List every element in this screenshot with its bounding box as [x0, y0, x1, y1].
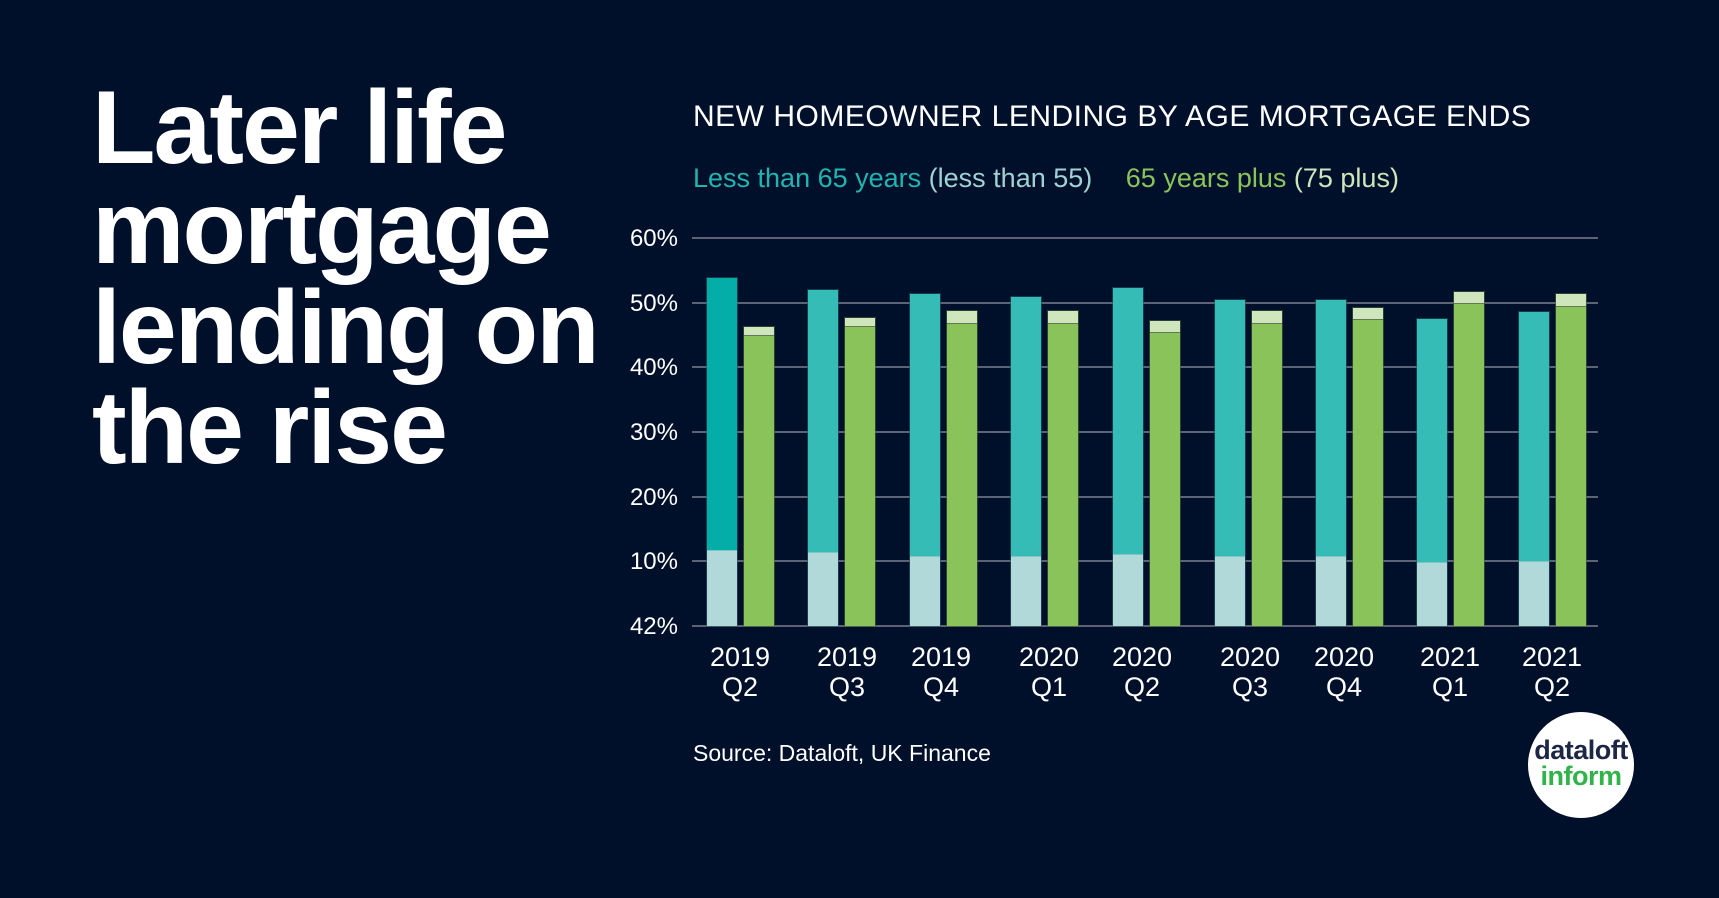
bar-segment-75-plus — [1150, 321, 1180, 333]
x-label-quarter: Q4 — [1325, 672, 1363, 702]
bar-segment-75-plus — [1454, 292, 1484, 304]
x-axis-label: 2020 Q2 — [1097, 642, 1187, 702]
headline-line: the rise — [92, 370, 448, 486]
bar-segment-under-55 — [1417, 561, 1447, 626]
x-axis-label: 2019 Q2 — [695, 642, 785, 702]
bar-segment-75-plus — [1556, 294, 1586, 308]
bar-under-65 — [1315, 298, 1347, 627]
bar-65-plus — [946, 309, 978, 627]
y-axis-tick-label: 42% — [629, 613, 678, 640]
bar-65-plus — [1047, 309, 1079, 627]
x-label-quarter: Q2 — [721, 672, 759, 702]
legend-65-plus: 65 years plus — [1125, 163, 1287, 193]
x-label-year: 2019 — [709, 642, 771, 672]
gridline — [692, 495, 1598, 498]
bar-under-65 — [1214, 298, 1246, 627]
legend-75-plus: (75 plus) — [1293, 163, 1399, 193]
x-label-quarter: Q2 — [1123, 672, 1161, 702]
x-label-quarter: Q1 — [1431, 672, 1469, 702]
x-axis-label: 2019 Q3 — [802, 642, 892, 702]
x-label-year: 2019 — [816, 642, 878, 672]
x-label-year: 2021 — [1521, 642, 1583, 672]
bar-65-plus — [1453, 291, 1485, 627]
gridline — [692, 560, 1598, 563]
bar-segment-75-plus — [947, 310, 977, 324]
bar-65-plus — [1149, 320, 1181, 627]
x-axis-label: 2019 Q4 — [896, 642, 986, 702]
headline-line: mortgage — [92, 170, 552, 286]
gridline — [692, 625, 1598, 627]
headline: Later life mortgage lending on the rise — [92, 70, 600, 486]
chart-legend: Less than 65 years (less than 55) 65 yea… — [693, 163, 1399, 194]
y-axis-tick-label: 60% — [629, 224, 678, 252]
x-label-year: 2020 — [1313, 642, 1375, 672]
y-axis-tick-label: 30% — [629, 418, 678, 446]
bar-under-65 — [909, 293, 941, 627]
x-axis-label: 2020 Q4 — [1299, 642, 1389, 702]
source-note: Source: Dataloft, UK Finance — [693, 740, 991, 766]
bar-under-65 — [807, 289, 839, 627]
y-axis-tick-label: 20% — [629, 483, 678, 511]
bar-under-65 — [1112, 287, 1144, 627]
bar-segment-under-55 — [1519, 561, 1549, 626]
gridline — [692, 366, 1598, 369]
x-axis-label: 2021 Q2 — [1507, 642, 1597, 702]
bar-under-65 — [706, 276, 738, 627]
x-label-year: 2021 — [1419, 642, 1481, 672]
bar-segment-under-55 — [1316, 556, 1346, 626]
bar-segment-under-55 — [1215, 556, 1245, 626]
x-axis-label: 2020 Q3 — [1205, 642, 1295, 702]
bar-segment-75-plus — [1353, 308, 1383, 320]
x-label-quarter: Q3 — [828, 672, 866, 702]
bar-under-65 — [1518, 311, 1550, 627]
bar-65-plus — [1352, 307, 1384, 627]
x-label-year: 2019 — [910, 642, 972, 672]
x-axis-label: 2021 Q1 — [1405, 642, 1495, 702]
bar-segment-under-55 — [910, 556, 940, 626]
bar-segment-75-plus — [744, 327, 774, 337]
x-axis-label: 2020 Q1 — [1004, 642, 1094, 702]
headline-line: lending on — [92, 270, 600, 386]
bar-under-65 — [1010, 296, 1042, 627]
x-label-quarter: Q3 — [1231, 672, 1269, 702]
bar-segment-75-plus — [1252, 310, 1282, 324]
bar-65-plus — [743, 326, 775, 627]
bar-65-plus — [1555, 293, 1587, 627]
y-axis-tick-label: 40% — [629, 354, 678, 382]
y-axis-tick-label: 10% — [629, 548, 678, 576]
chart-title: NEW HOMEOWNER LENDING BY AGE MORTGAGE EN… — [693, 100, 1532, 133]
logo-text-dataloft: dataloft — [1534, 735, 1628, 765]
x-label-year: 2020 — [1018, 642, 1080, 672]
legend-under-65: Less than 65 years — [693, 163, 922, 193]
bar-65-plus — [1251, 309, 1283, 627]
bar-segment-under-55 — [1011, 556, 1041, 626]
y-axis-tick-label: 50% — [629, 289, 678, 317]
legend-under-55: (less than 55) — [928, 163, 1093, 193]
bar-segment-under-55 — [1113, 553, 1143, 626]
bar-segment-under-55 — [808, 552, 838, 626]
dataloft-inform-logo: dataloft inform — [1528, 712, 1634, 818]
bar-segment-75-plus — [845, 318, 875, 328]
gridline — [692, 236, 1598, 239]
bar-segment-under-55 — [707, 549, 737, 626]
bar-segment-75-plus — [1048, 310, 1078, 324]
gridline — [692, 301, 1598, 304]
x-label-quarter: Q1 — [1030, 672, 1068, 702]
bar-under-65 — [1416, 318, 1448, 627]
bar-65-plus — [844, 317, 876, 627]
x-label-quarter: Q4 — [922, 672, 960, 702]
x-label-quarter: Q2 — [1533, 672, 1571, 702]
gridline — [692, 430, 1598, 433]
headline-line: Later life — [92, 70, 507, 186]
x-label-year: 2020 — [1111, 642, 1173, 672]
logo-text-inform: inform — [1540, 761, 1623, 791]
x-label-year: 2020 — [1219, 642, 1281, 672]
